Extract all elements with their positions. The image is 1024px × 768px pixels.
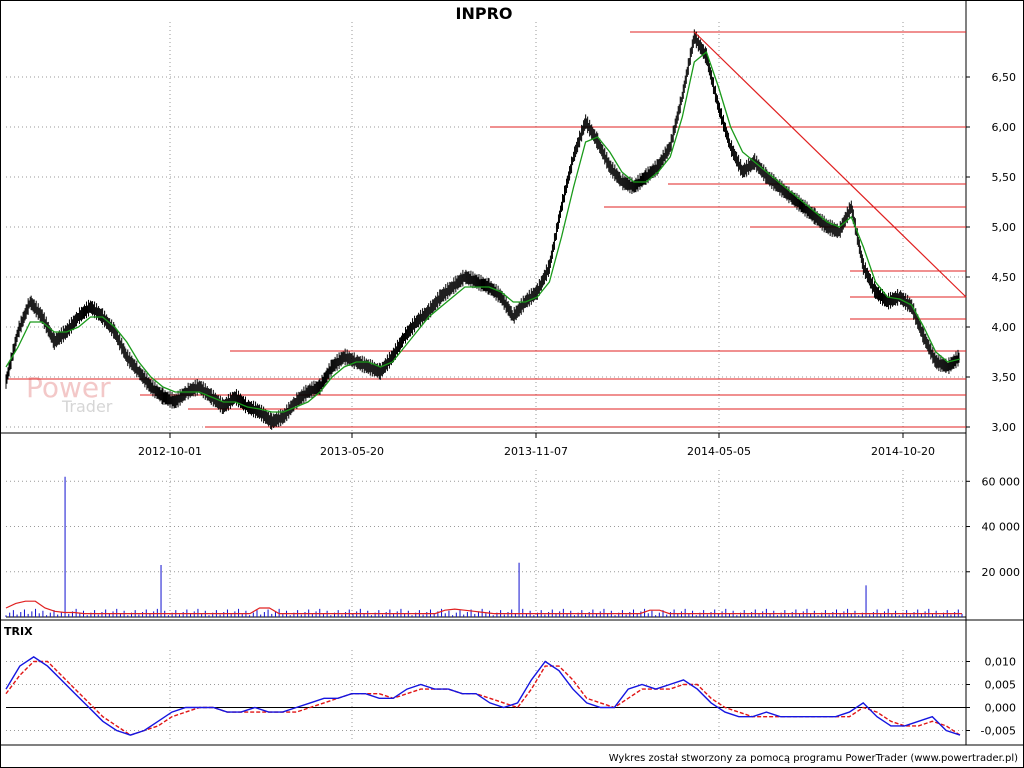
price-moving-average <box>5 50 961 413</box>
vol-ytick-label-2: 60 000 <box>982 475 1021 488</box>
price-ytick-label-3: 4,50 <box>992 271 1017 284</box>
price-ytick-label-6: 6,00 <box>992 121 1017 134</box>
price-xtick-label-4: 2014-10-20 <box>871 445 935 458</box>
watermark-trader: Trader <box>61 397 113 416</box>
trix-ytick-label-1: 0,005 <box>985 679 1017 692</box>
trendline <box>693 31 967 298</box>
vol-ytick-label-1: 40 000 <box>982 521 1021 534</box>
price-ytick-label-5: 5,50 <box>992 171 1017 184</box>
price-xtick-label-0: 2012-10-01 <box>138 445 202 458</box>
price-ytick-label-2: 4,00 <box>992 321 1017 334</box>
volume-grid <box>6 480 966 618</box>
watermark-power: Power <box>26 371 111 404</box>
price-ytick-label-1: 3,50 <box>992 371 1017 384</box>
price-xtick-label-2: 2013-11-07 <box>504 445 568 458</box>
footer-credit: Wykres został stworzony za pomocą progra… <box>609 753 1018 764</box>
price-x-axis: 2012-10-01 2013-05-20 2013-11-07 2014-05-05… <box>138 433 935 458</box>
volume-ma-line <box>5 600 962 615</box>
price-ytick-label-4: 5,00 <box>992 221 1017 234</box>
price-ytick-label-7: 6,50 <box>992 71 1017 84</box>
price-xtick-label-1: 2013-05-20 <box>320 445 384 458</box>
price-ma-line <box>5 50 961 413</box>
support-resistance-levels <box>6 31 966 428</box>
price-y-axis: 3,00 3,50 4,00 4,50 5,00 5,50 6,00 6,50 <box>966 71 1016 434</box>
trix-line <box>5 656 961 736</box>
trix-grid <box>6 661 966 731</box>
volume-y-axis: 20 000 40 000 60 000 <box>966 475 1021 579</box>
chart-title: INPRO <box>456 4 513 23</box>
trix-ytick-label-0: 0,010 <box>985 656 1017 669</box>
trix-label: TRIX <box>4 625 33 638</box>
trix-lines <box>5 656 961 736</box>
volume-bars <box>5 476 963 617</box>
vol-ytick-label-0: 20 000 <box>982 566 1021 579</box>
trix-y-axis: 0,010 0,005 0,000 -0,005 <box>966 656 1016 738</box>
price-ytick-label-0: 3,00 <box>992 421 1017 434</box>
price-xtick-label-3: 2014-05-05 <box>687 445 751 458</box>
volume-moving-average <box>5 600 962 615</box>
trix-ytick-label-3: -0,005 <box>981 725 1016 738</box>
powertrader-watermark: Power Trader <box>26 371 113 416</box>
trix-ytick-label-2: 0,000 <box>985 702 1017 715</box>
downtrend-line <box>693 31 967 298</box>
